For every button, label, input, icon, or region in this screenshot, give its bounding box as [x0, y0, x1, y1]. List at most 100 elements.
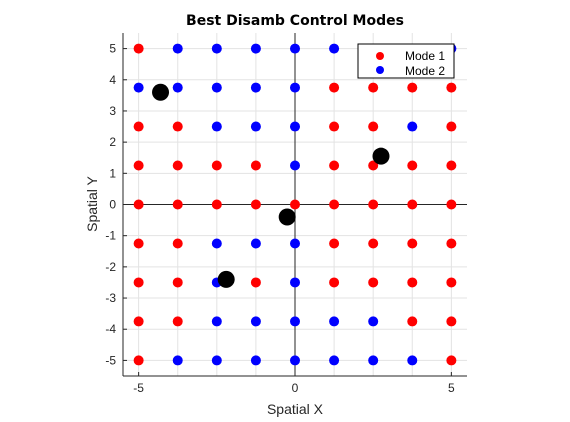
point-mode-2 [290, 121, 300, 132]
point-mode-1 [329, 160, 340, 171]
y-tick-label: -3 [105, 291, 116, 305]
point-mode-1 [172, 316, 183, 327]
point-mode-2 [250, 43, 261, 54]
point-mode-2 [211, 82, 222, 93]
point-mode-2 [250, 316, 261, 327]
point-mode-2 [290, 82, 300, 93]
y-tick-label: 0 [109, 198, 116, 212]
point-mode-2 [250, 355, 261, 366]
point-mode-2 [329, 355, 340, 366]
point-mode-1 [368, 121, 379, 132]
x-tick-label: 5 [448, 381, 455, 395]
point-mode-1 [133, 121, 144, 132]
point-mode-2 [290, 238, 300, 249]
point-mode-2 [211, 355, 222, 366]
point-large-black [152, 83, 170, 101]
point-mode-2 [290, 160, 300, 171]
point-mode-1 [446, 355, 457, 366]
y-tick-label: -5 [105, 353, 116, 367]
point-mode-1 [133, 238, 144, 249]
point-mode-1 [407, 160, 418, 171]
point-mode-1 [329, 82, 340, 93]
point-mode-1 [211, 199, 222, 210]
point-mode-1 [329, 121, 340, 132]
legend-box [357, 43, 455, 79]
chart-title: Best Disamb Control Modes [186, 13, 404, 29]
point-mode-1 [290, 199, 300, 210]
point-mode-2 [290, 43, 300, 54]
y-tick-label: 2 [109, 135, 116, 149]
point-mode-1 [407, 82, 418, 93]
tick-labels: -5 0 5 -5 -4 -3 -2 -1 0 1 2 3 4 5 [105, 42, 455, 395]
point-mode-2 [172, 355, 183, 366]
point-mode-2 [172, 43, 183, 54]
y-tick-label: -2 [105, 260, 116, 274]
x-tick-label: -5 [133, 381, 144, 395]
point-mode-1 [172, 160, 183, 171]
legend-marker-mode-1 [376, 52, 384, 60]
point-mode-1 [172, 199, 183, 210]
point-mode-2 [211, 43, 222, 54]
point-mode-1 [446, 199, 457, 210]
point-mode-1 [368, 160, 379, 171]
y-tick-label: 1 [109, 166, 116, 180]
point-mode-1 [211, 160, 222, 171]
point-mode-1 [172, 277, 183, 288]
x-tick-label: 0 [292, 381, 299, 395]
point-mode-2 [211, 121, 222, 132]
point-mode-1 [250, 199, 261, 210]
point-mode-1 [368, 199, 379, 210]
y-axis-title: Spatial Y [84, 175, 100, 231]
point-mode-2 [211, 238, 222, 249]
point-mode-1 [133, 277, 144, 288]
y-tick-label: -1 [105, 229, 116, 243]
legend-marker-mode-2 [376, 66, 384, 74]
point-mode-1 [368, 277, 379, 288]
point-mode-1 [368, 82, 379, 93]
point-mode-2 [407, 355, 418, 366]
point-mode-1 [368, 238, 379, 249]
point-mode-1 [407, 199, 418, 210]
point-mode-1 [329, 277, 340, 288]
point-mode-1 [407, 277, 418, 288]
x-axis-title: Spatial X [267, 401, 324, 417]
point-mode-1 [446, 238, 457, 249]
point-mode-1 [133, 316, 144, 327]
point-large-black [217, 270, 235, 288]
point-mode-1 [446, 160, 457, 171]
point-mode-2 [290, 355, 300, 366]
point-mode-1 [133, 199, 144, 210]
point-large-black [372, 147, 390, 165]
point-mode-2 [250, 121, 261, 132]
point-mode-1 [329, 199, 340, 210]
point-mode-1 [133, 43, 144, 54]
point-mode-1 [407, 238, 418, 249]
point-mode-1 [446, 121, 457, 132]
point-mode-1 [446, 277, 457, 288]
point-mode-2 [329, 43, 340, 54]
point-mode-2 [133, 82, 144, 93]
point-mode-1 [133, 160, 144, 171]
y-tick-label: 4 [109, 73, 116, 87]
point-mode-1 [446, 316, 457, 327]
point-mode-2 [290, 277, 300, 288]
point-mode-1 [329, 238, 340, 249]
point-mode-1 [407, 316, 418, 327]
point-mode-2 [172, 82, 183, 93]
point-mode-1 [172, 238, 183, 249]
point-mode-1 [446, 82, 457, 93]
point-mode-1 [172, 121, 183, 132]
y-tick-label: 5 [109, 42, 116, 56]
point-mode-2 [329, 316, 340, 327]
point-mode-1 [250, 160, 261, 171]
point-mode-2 [211, 316, 222, 327]
point-mode-2 [368, 316, 379, 327]
y-tick-label: 3 [109, 104, 116, 118]
data-points [133, 43, 457, 366]
legend: Mode 1 Mode 2 [357, 43, 455, 79]
point-mode-1 [250, 277, 261, 288]
point-mode-2 [250, 238, 261, 249]
point-mode-2 [250, 82, 261, 93]
legend-label-mode-2: Mode 2 [405, 64, 445, 78]
